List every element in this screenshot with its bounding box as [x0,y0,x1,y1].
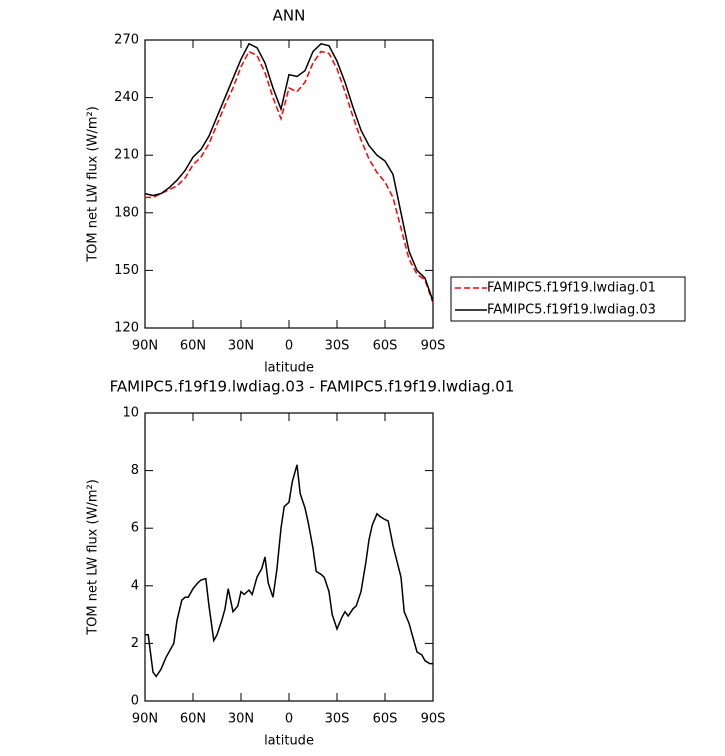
y-tick-label: 8 [131,463,139,478]
data-line [144,42,434,302]
y-tick-label: 6 [131,521,139,536]
chart-title: FAMIPC5.f19f19.lwdiag.03 - FAMIPC5.f19f1… [110,378,515,396]
y-tick-label: 150 [114,263,139,278]
x-tick-label: 0 [285,712,293,727]
y-tick-label: 4 [131,578,139,593]
x-tick-label: 30S [325,712,350,727]
x-tick-label: 60S [373,712,398,727]
x-tick-label: 60S [373,339,398,354]
plot-frame [144,39,434,329]
y-tick-label: 10 [122,406,139,421]
plot-frame [144,412,434,702]
x-tick-label: 30N [228,339,254,354]
y-axis-label: TOM net LW flux (W/m²) [86,106,101,263]
y-tick-label: 270 [114,33,139,48]
legend-label: FAMIPC5.f19f19.lwdiag.03 [487,303,656,318]
y-tick-label: 120 [114,321,139,336]
x-tick-label: 30S [325,339,350,354]
y-tick-label: 210 [114,148,139,163]
x-tick-label: 60N [180,712,206,727]
x-axis-label: latitude [264,734,314,749]
y-tick-label: 2 [131,636,139,651]
x-tick-label: 90S [421,712,446,727]
x-tick-label: 30N [228,712,254,727]
x-tick-label: 60N [180,339,206,354]
x-tick-label: 90N [132,339,158,354]
y-tick-label: 240 [114,90,139,105]
legend-box [450,276,686,322]
x-axis-label: latitude [264,361,314,376]
x-tick-label: 0 [285,339,293,354]
x-tick-label: 90S [421,339,446,354]
x-tick-label: 90N [132,712,158,727]
data-line [145,50,434,304]
y-axis-label: TOM net LW flux (W/m²) [86,479,101,636]
y-tick-label: 180 [114,205,139,220]
data-line [145,464,433,678]
y-tick-label: 0 [131,694,139,709]
chart-title: ANN [273,7,306,25]
legend-label: FAMIPC5.f19f19.lwdiag.01 [487,281,656,296]
